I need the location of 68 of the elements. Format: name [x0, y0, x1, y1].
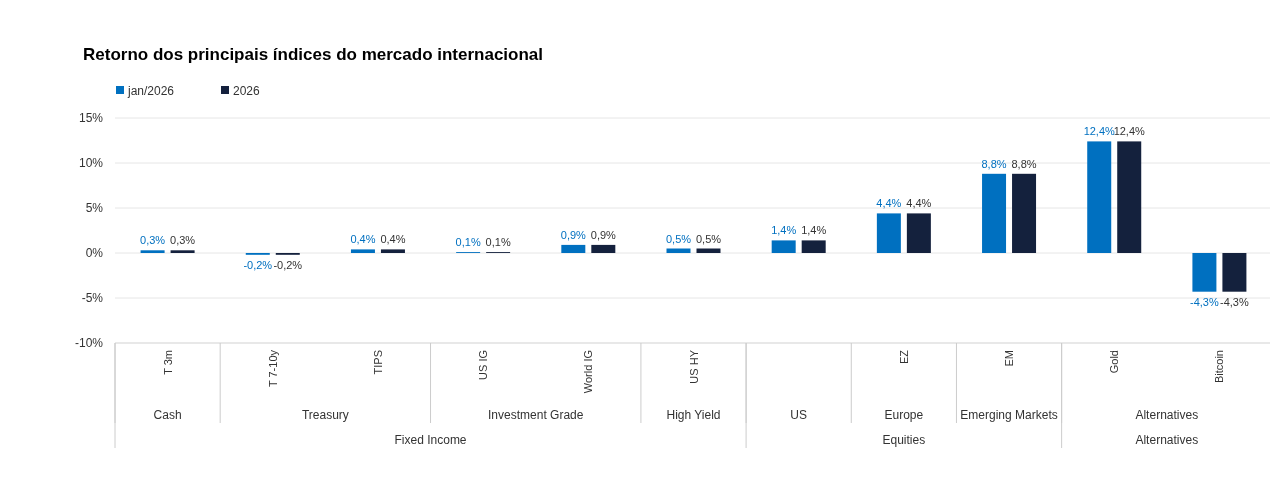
data-label: -4,3% [1220, 295, 1249, 308]
y-tick-label: -5% [81, 291, 104, 305]
text: Investment Grade [488, 408, 584, 422]
text: High Yield [666, 408, 721, 422]
bar [1192, 253, 1217, 292]
text: Alternatives [1135, 408, 1199, 422]
y-tick-label: 15% [78, 111, 104, 125]
bar [350, 249, 375, 253]
bar [1117, 141, 1142, 253]
legend-label: jan/2026 [127, 84, 175, 98]
text: Equities [882, 433, 926, 447]
text: Europe [884, 408, 924, 422]
y-tick-label: 0% [85, 246, 104, 260]
x-tick-label: TIPS [371, 350, 384, 375]
data-label: 0,1% [455, 236, 481, 249]
bar [801, 240, 826, 253]
data-label: 0,3% [140, 234, 166, 247]
y-tick-label: 10% [78, 156, 104, 170]
data-label: 0,9% [560, 228, 587, 241]
data-label: 12,4% [1083, 125, 1116, 138]
data-label: 8,8% [1011, 157, 1037, 170]
bar [771, 240, 796, 253]
x-tick-label: EZ [897, 349, 910, 365]
x-tick-label: US HY [687, 349, 700, 384]
text: Fixed Income [394, 433, 467, 447]
bar [906, 213, 931, 253]
text: US [790, 408, 808, 422]
x-tick-label: World IG [582, 350, 595, 394]
x-tick-label: EM [1003, 350, 1016, 367]
data-label: 4,4% [876, 197, 902, 210]
y-tick-label: 5% [85, 201, 104, 215]
chart-title: Retorno dos principais índices do mercado internacional [83, 45, 544, 64]
bar [982, 173, 1007, 253]
bar [140, 250, 165, 253]
bar [876, 213, 901, 253]
data-label: 0,3% [170, 234, 196, 247]
legend-label: 2026 [233, 84, 261, 98]
data-label: 0,4% [380, 233, 406, 246]
x-tick-label: US IG [477, 350, 490, 380]
bar [1087, 141, 1112, 253]
data-label: 0,5% [665, 232, 692, 245]
data-label: -0,2% [243, 258, 273, 271]
data-label: 4,4% [906, 197, 932, 210]
data-label: 0,1% [485, 236, 511, 249]
bar [170, 250, 195, 253]
text: Alternatives [1135, 433, 1199, 447]
bar [380, 249, 405, 253]
data-label: -4,3% [1190, 295, 1219, 308]
text: Treasury [301, 408, 349, 422]
data-label: 0,5% [695, 232, 722, 245]
text: Emerging Markets [960, 408, 1058, 422]
bar [591, 244, 616, 253]
text: Cash [153, 408, 182, 422]
data-label: 1,4% [771, 224, 797, 237]
x-tick-label: Bitcoin [1213, 350, 1226, 384]
data-label: 0,9% [590, 228, 617, 241]
x-tick-label: T 3m [161, 350, 174, 375]
bar [1222, 253, 1247, 292]
bar [561, 244, 586, 253]
data-label: 8,8% [981, 157, 1007, 170]
x-tick-label: T 7-10y [266, 349, 279, 388]
data-label: 12,4% [1113, 125, 1146, 138]
y-tick-label: -10% [74, 336, 104, 350]
x-tick-label: Gold [1108, 350, 1121, 374]
bar [1012, 173, 1037, 253]
data-label: 1,4% [801, 224, 827, 237]
data-label: -0,2% [273, 258, 303, 271]
data-label: 0,4% [350, 233, 376, 246]
